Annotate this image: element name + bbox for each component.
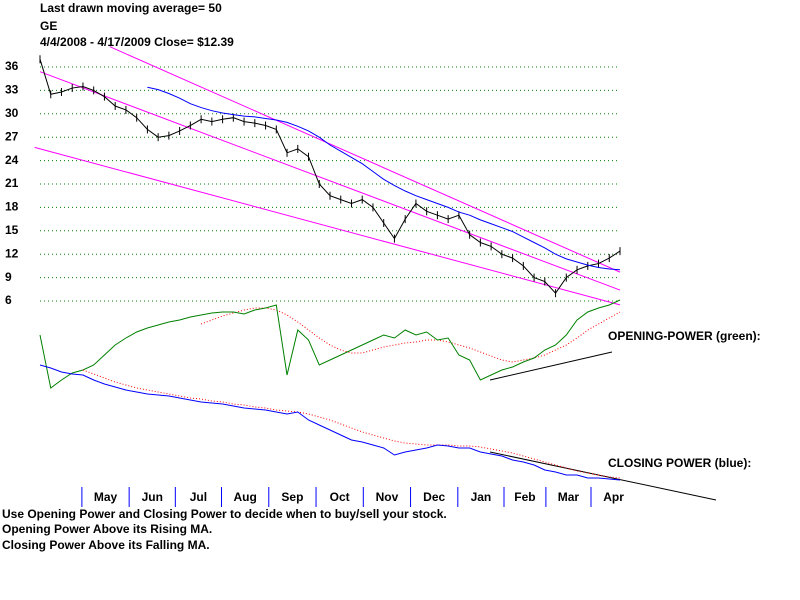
channel-line: [109, 46, 621, 273]
power-line: [39, 299, 621, 389]
x-tick-label: Jun: [142, 490, 163, 504]
y-tick-label: 6: [5, 293, 12, 307]
x-tick-label: Sep: [281, 490, 303, 504]
y-tick-label: 33: [5, 83, 19, 97]
y-tick-label: 18: [5, 200, 19, 214]
x-tick-label: Jan: [471, 490, 492, 504]
x-tick-label: Apr: [603, 490, 624, 504]
subtitle: 4/4/2008 - 4/17/2009 Close= $12.39: [40, 35, 234, 49]
power-line: [39, 364, 621, 481]
channel-line: [39, 71, 621, 291]
opening-trendline: [489, 351, 613, 381]
moving-average-line: [147, 86, 621, 271]
footer-line: Use Opening Power and Closing Power to d…: [2, 507, 447, 521]
y-tick-label: 12: [5, 246, 19, 260]
y-tick-label: 24: [5, 153, 19, 167]
panel-label: OPENING-POWER (green):: [608, 329, 761, 343]
chart-title: Last drawn moving average= 50: [40, 1, 222, 15]
footer-line: Opening Power Above its Rising MA.: [2, 522, 212, 536]
y-tick-label: 15: [5, 223, 19, 237]
power-ma-line: [82, 369, 621, 479]
channel-line: [34, 146, 621, 306]
x-tick-label: Dec: [423, 490, 445, 504]
x-tick-label: Mar: [558, 490, 580, 504]
x-tick-label: Feb: [514, 490, 535, 504]
footer-line: Closing Power Above its Falling MA.: [2, 538, 210, 552]
power-ma-line: [200, 307, 621, 363]
x-tick-label: Oct: [330, 490, 350, 504]
x-tick-label: Jul: [190, 490, 207, 504]
x-tick-label: Aug: [233, 490, 256, 504]
closing-trendline: [489, 451, 717, 501]
y-tick-label: 27: [5, 129, 19, 143]
y-tick-label: 21: [5, 176, 19, 190]
y-tick-label: 30: [5, 106, 19, 120]
x-tick-label: Nov: [376, 490, 399, 504]
y-tick-label: 9: [5, 270, 12, 284]
symbol: GE: [40, 19, 57, 33]
panel-label: CLOSING POWER (blue):: [608, 456, 751, 470]
x-tick-label: May: [94, 490, 118, 504]
y-tick-label: 36: [5, 59, 19, 73]
